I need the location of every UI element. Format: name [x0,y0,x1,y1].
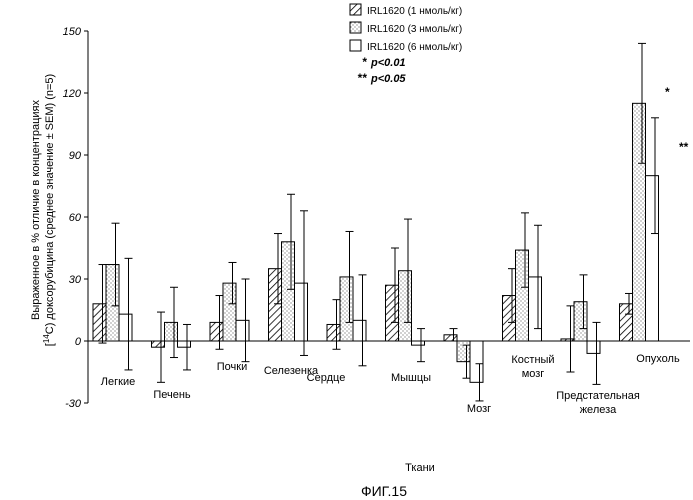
y-tick-label: 120 [63,88,82,100]
significance-marker: ** [679,140,689,154]
legend-swatch [349,21,362,34]
y-tick-label: 60 [69,212,82,224]
significance-key-marker: ** [358,71,368,85]
bar [443,334,458,342]
x-axis-label: Ткани [405,462,435,474]
bar [151,340,165,348]
category-label: Мозг [467,403,491,415]
bar [164,321,178,342]
category-label: Почки [217,361,247,373]
bar [619,303,633,342]
bar [573,301,588,342]
bar [326,323,341,342]
legend-label: IRL1620 (1 нмоль/кг) [367,6,462,17]
y-axis-label-superscript: 14 [42,334,51,343]
y-axis-label-rest: C) доксорубицина (среднее значение ± SEM… [44,74,56,334]
bar [268,268,282,342]
legend-label: IRL1620 (3 нмоль/кг) [367,24,462,35]
y-tick-label: 0 [75,336,82,348]
category-label: Селезенка [264,365,319,377]
legend-swatch [349,3,362,16]
bar [294,282,308,342]
bar [411,340,425,346]
y-axis-label-bracket: [ [44,343,56,346]
bar [560,338,575,342]
significance-key-label: p<0.01 [370,57,406,69]
bar [515,249,529,342]
bars [92,42,659,402]
bar [586,340,601,354]
bar [92,303,107,342]
category-label: Костный мозг [511,354,554,380]
category-label: Печень [153,389,191,401]
bar [398,270,412,342]
annotations: *** [665,85,689,154]
bar [352,319,367,342]
bar [632,102,646,342]
bar [469,340,484,383]
bar [105,264,120,342]
bar [456,340,471,363]
category-label: Опухоль [636,353,680,365]
bar [177,340,191,348]
bar [209,321,224,342]
bar [118,313,133,342]
y-axis-label-line2: [14C) доксорубицина (среднее значение ± … [42,74,57,346]
y-tick-label: -30 [65,398,82,410]
significance-key-marker: * [362,55,367,69]
bar [339,276,354,342]
legend-swatch [349,39,362,52]
y-axis-label-line1: Выраженное в % отличие в концентрациях [30,100,42,320]
bar [281,241,295,342]
y-tick-label: 30 [69,274,82,286]
category-label: Легкие [101,376,135,388]
category-label: Мышцы [391,372,431,384]
bar [645,175,659,342]
bar [502,295,516,342]
significance-marker: * [665,85,670,99]
bar [385,284,399,342]
legend-label: IRL1620 (6 нмоль/кг) [367,42,462,53]
legend: IRL1620 (1 нмоль/кг) IRL1620 (3 нмоль/кг)… [349,3,462,85]
y-tick-label: 90 [69,150,82,162]
bar [222,282,237,342]
significance-key-label: p<0.05 [370,73,406,85]
y-tick-label: 150 [63,26,82,38]
bar [235,319,250,342]
figure-caption: ФИГ.15 [361,483,407,499]
bar [528,276,542,342]
category-label: Предстательная железа [556,390,640,416]
category-label: Сердце [307,372,346,384]
